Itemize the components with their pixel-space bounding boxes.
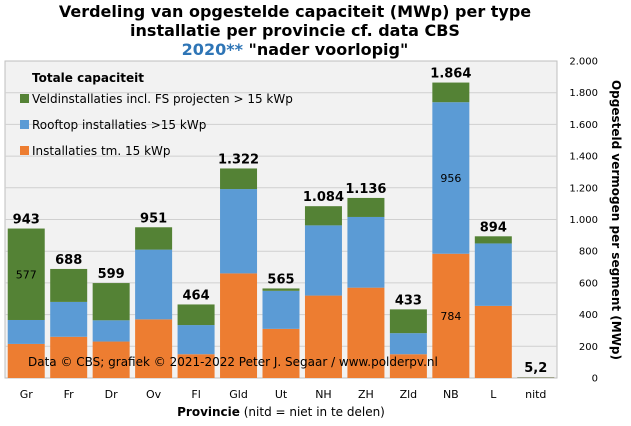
bar-segment-Dr-1 [92,341,130,378]
bar-segment-Gr-2 [7,319,45,344]
y-tick-label: 1.000 [569,215,598,226]
x-tick-label: Gr [20,388,34,401]
bar-segment-Fl-1 [177,354,215,378]
bar-segment-Dr-2 [92,320,130,342]
segment-value-label: 577 [16,268,37,281]
x-tick-label: NB [443,388,459,401]
total-label-L: 894 [480,220,507,235]
bar-segment-ZH-1 [347,287,385,378]
bar-segment-Ut-3 [262,288,300,291]
total-label-Fr: 688 [55,253,82,268]
legend-title: Totale capaciteit [32,71,144,85]
x-tick-label: Gld [229,388,248,401]
total-label-Gld: 1.322 [218,152,259,167]
chart-title-year: 2020** [181,40,243,59]
bar-segment-Zld-1 [389,354,427,378]
bar-segment-Gr-3 [7,228,45,320]
bar-segment-Ut-1 [262,328,300,378]
bar-segment-Fl-2 [177,325,215,355]
y-tick-label: 2.000 [569,57,598,68]
x-tick-label: L [490,388,497,401]
x-tick-label: Dr [105,388,118,401]
bar-segment-ZH-3 [347,197,385,217]
bar-segment-Fl-3 [177,304,215,326]
x-axis-title: Provincie (nitd = niet in te delen) [177,405,385,419]
x-tick-label: Ut [275,388,288,401]
bar-segment-Dr-3 [92,283,130,321]
total-label-NH: 1.084 [303,190,344,205]
total-label-Fl: 464 [183,288,210,303]
segment-value-label: 784 [440,310,461,323]
bar-segment-Fr-1 [50,336,88,378]
x-tick-label: Ov [146,388,162,401]
chart-title-status: "nader voorlopig" [242,40,409,59]
y-tick-label: 0 [592,374,598,385]
bar-segment-Fr-2 [50,301,88,337]
bar-segment-NH-1 [304,295,342,378]
y-tick-label: 1.600 [569,120,598,131]
watermark-text: Data © CBS; grafiek © 2021-2022 Peter J.… [28,355,438,369]
bar-segment-Gld-2 [220,189,258,274]
bar-segment-NH-3 [304,206,342,226]
chart-title-line-3: 2020** "nader voorlopig" [0,40,590,59]
y-tick-label: 1.200 [569,183,598,194]
total-label-Dr: 599 [98,267,125,282]
y-tick-label: 800 [579,247,598,258]
bar-segment-L-1 [474,305,512,378]
segment-value-label: 956 [440,172,461,185]
y-tick-label: 1.400 [569,152,598,163]
chart-title-line-1: Verdeling van opgestelde capaciteit (MWp… [58,2,532,21]
x-tick-label: nitd [525,388,546,401]
legend-entry: Rooftop installaties >15 kWp [32,118,206,132]
bar-segment-NB-1 [432,253,470,378]
legend-swatch [20,94,29,103]
x-axis-title-note: (nitd = niet in te delen) [240,405,385,419]
total-label-NB: 1.864 [430,67,471,82]
bar-segment-Zld-3 [389,309,427,334]
y-tick-label: 400 [579,310,598,321]
total-label-Zld: 433 [395,293,422,308]
x-tick-label: ZH [358,388,374,401]
total-label-nitd: 5,2 [524,361,547,376]
bar-segment-Gld-1 [220,273,258,378]
legend-entry: Installaties tm. 15 kWp [32,144,171,158]
bar-segment-Ut-2 [262,290,300,329]
bar-segment-Zld-2 [389,333,427,355]
x-axis-title-main: Provincie [177,405,240,419]
total-label-ZH: 1.136 [345,182,386,197]
bar-segment-ZH-2 [347,216,385,288]
y-tick-label: 600 [579,278,598,289]
bar-segment-L-2 [474,243,512,306]
x-tick-label: Fr [64,388,75,401]
total-label-Ut: 565 [267,272,294,287]
y-tick-label: 1.800 [569,88,598,99]
x-tick-label: NH [315,388,332,401]
legend-swatch [20,120,29,129]
bar-segment-L-3 [474,236,512,244]
bar-segment-Gld-3 [220,168,258,190]
bar-segment-NB-3 [432,82,470,103]
bar-segment-Gr-1 [7,343,45,378]
legend-swatch [20,146,29,155]
chart-title-line-2: installatie per provincie cf. data CBS [130,21,460,40]
x-tick-label: Fl [191,388,200,401]
bar-segment-Fr-3 [50,268,88,302]
total-label-Gr: 943 [13,213,40,228]
legend-entry: Veldinstallaties incl. FS projecten > 15… [32,92,293,106]
bar-segment-NB-2 [432,102,470,254]
bar-segment-Ov-3 [135,227,173,250]
y-axis-title: Opgesteld vermogen per segment (MWp) [609,80,623,360]
total-label-Ov: 951 [140,211,167,226]
bar-segment-Ov-2 [135,249,173,320]
bar-segment-Ov-1 [135,319,173,378]
bar-segment-NH-2 [304,225,342,296]
y-tick-label: 200 [579,342,598,353]
x-tick-label: Zld [400,388,418,401]
